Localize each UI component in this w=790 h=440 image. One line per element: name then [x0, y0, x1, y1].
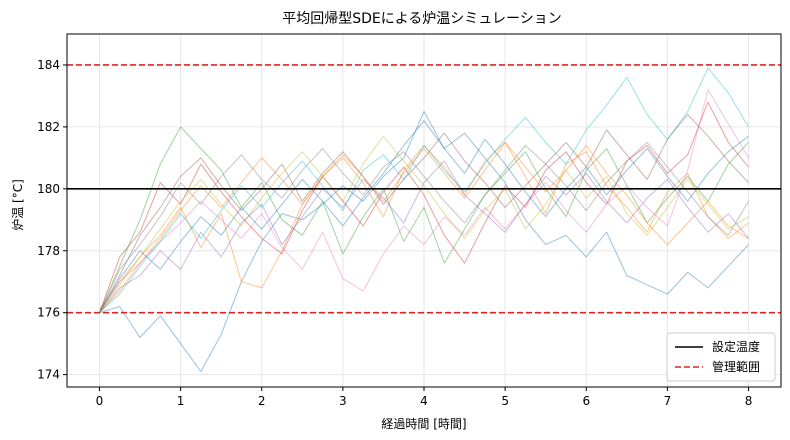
- y-tick-label: 176: [37, 306, 60, 320]
- series-line-8: [99, 141, 749, 313]
- series-line-11: [99, 120, 749, 313]
- x-tick-label: 7: [664, 394, 672, 408]
- series-line-6: [99, 114, 749, 313]
- series-line-10: [99, 67, 749, 314]
- series-line-9: [99, 135, 749, 313]
- legend: 設定温度 管理範囲: [666, 332, 776, 382]
- y-tick-label: 180: [37, 182, 60, 196]
- x-axis-ticks: 0 1 2 3 4 5 6 7 8: [96, 387, 753, 408]
- y-tick-label: 178: [37, 244, 60, 258]
- y-axis-ticks: 174 176 178 180 182 184: [37, 58, 67, 382]
- x-tick-label: 6: [582, 394, 590, 408]
- x-tick-label: 4: [420, 394, 428, 408]
- x-tick-label: 2: [258, 394, 266, 408]
- series-line-2: [99, 141, 749, 310]
- x-axis-label: 経過時間 [時間]: [381, 417, 466, 431]
- legend-label-setpoint: 設定温度: [712, 339, 760, 354]
- legend-label-control-range: 管理範囲: [712, 359, 760, 374]
- x-tick-label: 5: [501, 394, 509, 408]
- legend-box: [666, 332, 776, 382]
- y-axis-label: 炉温 [°C]: [11, 179, 25, 231]
- series-line-3: [99, 126, 749, 313]
- series-line-7: [99, 89, 749, 313]
- series-line-4: [99, 101, 749, 313]
- y-tick-label: 184: [37, 58, 60, 72]
- series-line-5: [99, 160, 749, 314]
- reference-lines: [67, 64, 781, 314]
- x-tick-label: 8: [745, 394, 753, 408]
- x-tick-label: 1: [177, 394, 185, 408]
- x-tick-label: 3: [339, 394, 347, 408]
- chart-title: 平均回帰型SDEによる炉温シミュレーション: [282, 10, 562, 27]
- x-tick-label: 0: [96, 394, 104, 408]
- series-line-12: [99, 141, 749, 314]
- series-lines: [99, 67, 749, 372]
- series-line-1: [99, 110, 749, 372]
- y-tick-label: 174: [37, 368, 60, 382]
- y-tick-label: 182: [37, 120, 60, 134]
